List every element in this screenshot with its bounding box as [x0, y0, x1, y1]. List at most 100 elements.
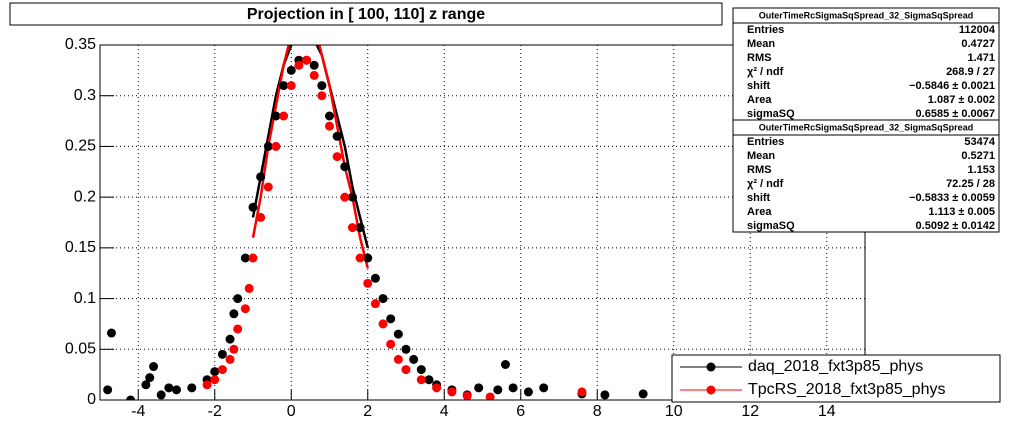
stats-label: χ² / ndf	[747, 66, 784, 78]
point	[210, 367, 220, 377]
y-tick-label: 0.25	[65, 138, 96, 155]
stats-value: 72.25 / 28	[946, 178, 995, 190]
stats-value: 0.5271	[961, 150, 995, 162]
x-tick-label: 2	[363, 403, 372, 420]
stats-boxes: OuterTimeRcSigmaSqSpread_32_SigmaSqSprea…	[732, 7, 1000, 233]
point	[141, 380, 151, 390]
point	[225, 334, 235, 344]
stats-value: 112004	[959, 24, 996, 36]
point	[271, 141, 281, 151]
point	[416, 365, 426, 375]
stats-label: RMS	[747, 164, 771, 176]
point	[229, 344, 239, 354]
point	[156, 390, 166, 400]
y-tick-label: 0.35	[65, 36, 96, 53]
point	[424, 375, 434, 385]
point	[172, 385, 181, 395]
point	[416, 375, 426, 385]
point	[271, 111, 281, 121]
point	[332, 131, 342, 141]
point	[485, 392, 495, 400]
point	[294, 60, 304, 70]
stats-value: 1.153	[967, 164, 995, 176]
point	[523, 387, 533, 397]
point	[363, 278, 373, 288]
stats-label: Entries	[747, 24, 784, 36]
point	[378, 294, 388, 304]
chart-title: Projection in [ 100, 110] z range	[247, 6, 485, 23]
point	[248, 253, 258, 263]
point	[432, 383, 442, 393]
point	[401, 344, 411, 354]
y-tick-label: 0.2	[74, 188, 96, 205]
stats-label: shift	[747, 192, 771, 204]
point	[332, 152, 342, 162]
stats-label: RMS	[747, 52, 771, 64]
legend-box	[671, 354, 1001, 403]
plot-area	[103, 45, 648, 400]
y-tick-label: 0	[87, 391, 96, 408]
stats-box	[732, 119, 1000, 233]
point	[493, 385, 503, 395]
point	[577, 387, 587, 397]
x-tick-label: 6	[516, 403, 525, 420]
point	[263, 182, 273, 192]
point	[447, 387, 457, 397]
stats-label: Mean	[747, 38, 775, 50]
point	[233, 294, 243, 304]
x-tick-label: 0	[287, 403, 296, 420]
stats-title: OuterTimeRcSigmaSqSpread_32_SigmaSqSprea…	[759, 122, 973, 132]
point	[279, 81, 289, 91]
point	[325, 121, 334, 131]
x-tick-label: -2	[208, 403, 222, 420]
point	[340, 192, 350, 202]
point	[225, 354, 235, 364]
point	[149, 362, 159, 372]
x-tick-label: 4	[440, 403, 449, 420]
point	[244, 283, 254, 293]
x-tick-label: -4	[131, 403, 145, 420]
point	[256, 172, 266, 182]
stats-title: OuterTimeRcSigmaSqSpread_32_SigmaSqSprea…	[759, 10, 973, 20]
point	[317, 81, 327, 91]
point	[363, 253, 373, 263]
point	[233, 324, 243, 334]
point	[217, 365, 227, 375]
stats-label: shift	[747, 80, 771, 92]
x-tick-label: 14	[818, 403, 836, 420]
stats-label: sigmaSQ	[747, 220, 795, 232]
point	[401, 365, 411, 375]
point	[393, 354, 403, 364]
point	[393, 329, 403, 339]
stats-box	[732, 7, 1000, 121]
stats-value: −0.5833 ± 0.0059	[909, 192, 995, 204]
x-tick-label: 8	[593, 403, 602, 420]
point	[474, 383, 484, 393]
point	[106, 328, 116, 338]
stats-label: Area	[747, 94, 772, 106]
y-tick-label: 0.3	[74, 87, 96, 104]
point	[370, 299, 380, 309]
point	[279, 111, 289, 121]
legend-label: TpcRS_2018_fxt3p85_phys	[748, 381, 945, 398]
stats-value: 1.113 ± 0.005	[928, 206, 995, 218]
axes: 0 0.05 0.1 0.15 0.2 0.25 0.3 0.35 -4 -2 0 2 4 6 8 10 12 1…	[65, 36, 836, 420]
point	[347, 192, 357, 202]
point	[263, 141, 273, 151]
point	[286, 81, 296, 91]
stats-label: Area	[747, 206, 772, 218]
point	[248, 202, 258, 212]
point	[217, 349, 227, 359]
point	[229, 309, 239, 319]
stats-value: 268.9 / 27	[946, 66, 995, 78]
stats-label: Entries	[747, 136, 784, 148]
point	[638, 389, 648, 399]
point	[187, 383, 197, 393]
point	[600, 390, 610, 400]
point	[202, 380, 212, 390]
point	[462, 391, 472, 400]
point	[256, 212, 266, 222]
title-box	[9, 2, 723, 26]
legend: daq_2018_fxt3p85_phys TpcRS_2018_fxt3p85_…	[671, 354, 1001, 403]
